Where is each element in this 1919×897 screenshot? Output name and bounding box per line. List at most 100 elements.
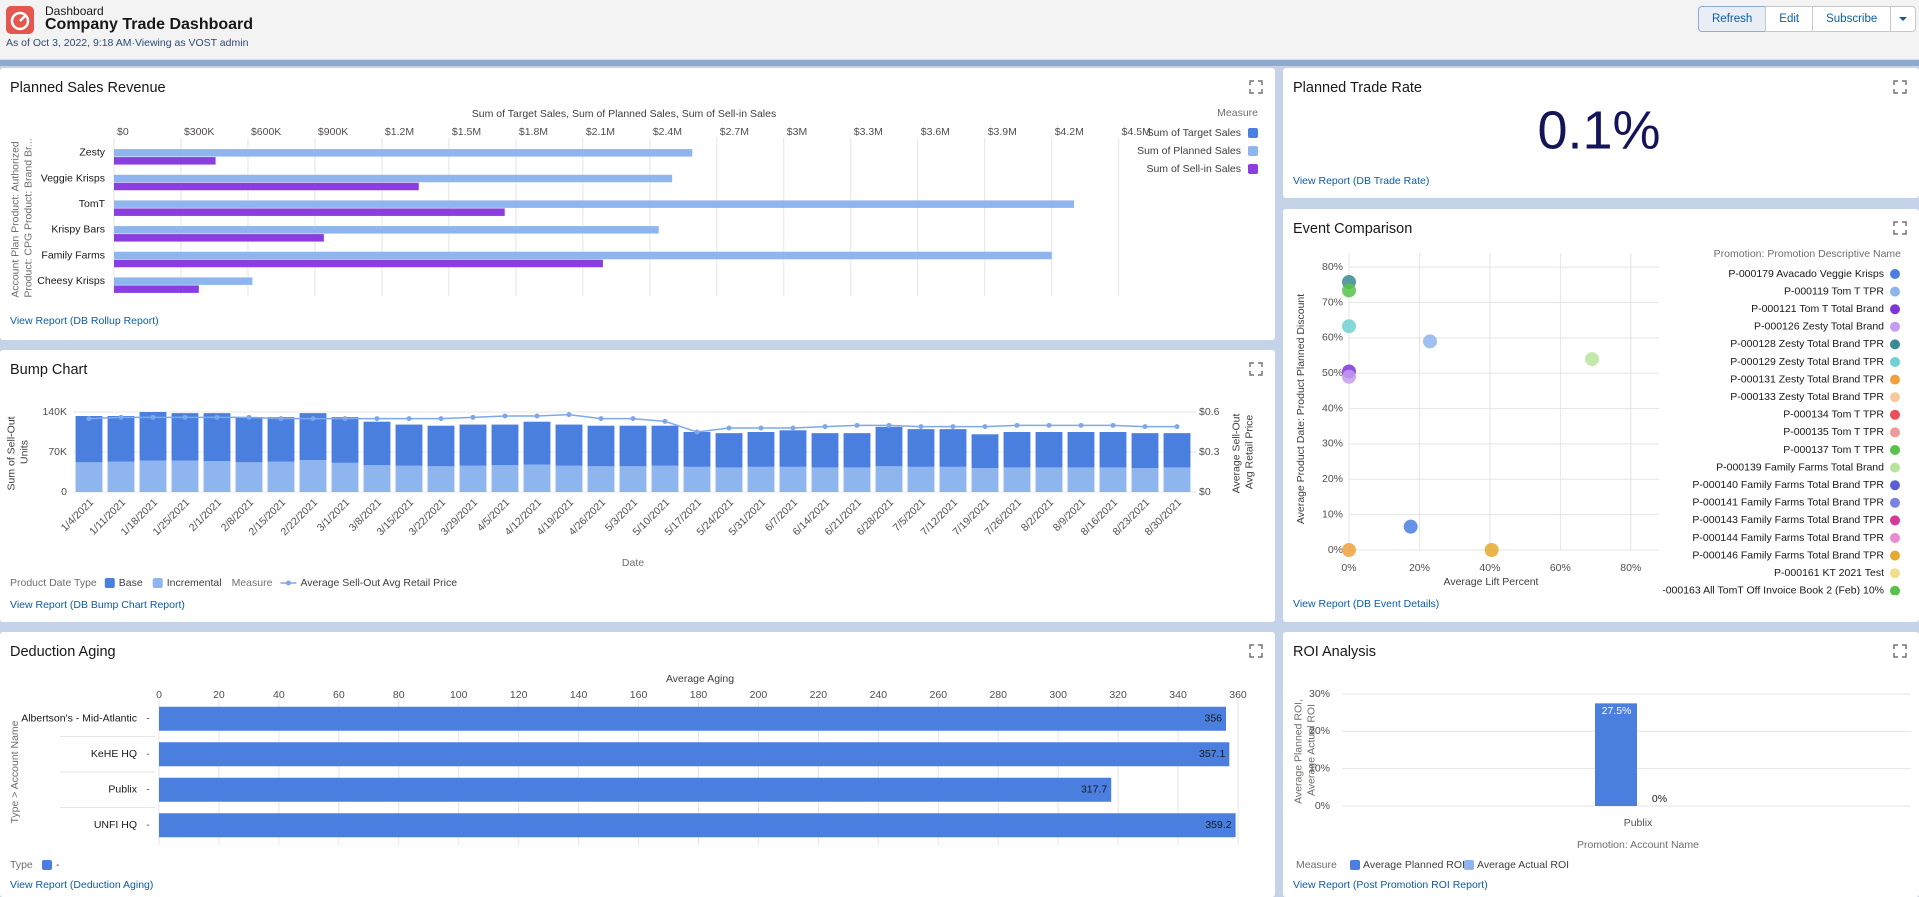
dropdown-icon	[1899, 17, 1908, 21]
expand-icon[interactable]	[1249, 362, 1263, 376]
refresh-button[interactable]: Refresh	[1698, 6, 1767, 32]
edit-button[interactable]: Edit	[1765, 6, 1814, 32]
legend-marker	[1890, 409, 1900, 420]
x-tick-label: 320	[1109, 689, 1127, 701]
y-axis-title: Account Plan Product: Authorized Product…	[9, 138, 34, 297]
x-tick-label: 3/1/2021	[315, 496, 352, 533]
report-link[interactable]: View Report (DB Trade Rate)	[1293, 175, 1430, 187]
legend-swatch	[104, 578, 115, 588]
line-point	[246, 414, 252, 420]
bar-segment	[267, 417, 295, 462]
legend-label: Base	[119, 577, 143, 589]
line-point	[1078, 422, 1084, 428]
bar	[1595, 703, 1637, 806]
legend-label: P-000139 Family Farms Total Brand	[1716, 461, 1884, 473]
report-link[interactable]: View Report (DB Rollup Report)	[10, 315, 159, 327]
y-tick-label: 30%	[1322, 438, 1343, 450]
legend-swatch	[42, 860, 52, 870]
bar-segment	[555, 465, 583, 492]
legend-label: P-000119 Tom T TPR	[1784, 285, 1884, 297]
report-link[interactable]: View Report (Deduction Aging)	[10, 879, 154, 891]
y-tick-label: UNFI HQ	[94, 819, 137, 831]
x-tick-label: $1.8M	[519, 126, 548, 138]
line-point	[566, 412, 572, 418]
x-tick-label: 180	[690, 689, 708, 701]
widget-title: Deduction Aging	[10, 644, 116, 660]
bar-segment	[1067, 467, 1095, 492]
expand-icon[interactable]	[1893, 221, 1907, 235]
y-tick-label: 80%	[1322, 261, 1343, 273]
bar-segment	[395, 465, 423, 492]
bar-segment	[203, 413, 231, 462]
bar	[114, 200, 1075, 208]
y-tick-label: TomT	[79, 198, 106, 210]
bar-segment	[651, 425, 679, 466]
chart: Sum of Sell-Out Units Average Sell-Out Av…	[5, 406, 1255, 589]
legend-marker	[1890, 286, 1900, 297]
bar-segment	[331, 462, 359, 492]
x-tick-label: 60%	[1550, 562, 1571, 574]
bar-segment	[267, 461, 295, 492]
legend-marker	[1890, 304, 1900, 315]
line-point	[150, 414, 156, 420]
bar-segment	[1163, 433, 1191, 468]
group-label: -	[146, 748, 150, 760]
legend-label: P-000129 Zesty Total Brand TPR	[1730, 356, 1884, 368]
bar-segment	[171, 460, 199, 492]
line-point	[694, 429, 700, 435]
x-tick-label: $300K	[184, 126, 214, 138]
dashboard-title: Company Trade Dashboard	[45, 16, 254, 33]
y-tick-label: 40%	[1322, 402, 1343, 414]
expand-icon[interactable]	[1893, 80, 1907, 94]
line-point	[310, 416, 316, 422]
bar-segment	[523, 421, 551, 465]
line-point	[1014, 422, 1020, 428]
widget-title: ROI Analysis	[1293, 644, 1376, 660]
bar-segment	[747, 432, 775, 467]
expand-icon[interactable]	[1249, 80, 1263, 94]
expand-icon[interactable]	[1893, 644, 1907, 658]
y2-tick-label: $0.6	[1199, 406, 1220, 418]
scatter-point	[1403, 519, 1418, 534]
line-point	[534, 413, 540, 419]
legend-marker	[1890, 515, 1900, 526]
legend-label: P-000137 Tom T TPR	[1783, 444, 1884, 456]
legend-label: Sum of Target Sales	[1147, 127, 1241, 139]
bar-segment	[459, 424, 487, 466]
x-tick-label: $4.2M	[1055, 126, 1084, 138]
more-button[interactable]	[1890, 6, 1917, 32]
y-tick-label: 140K	[42, 406, 67, 418]
chart: Average Aging Type > Account Name 0 20 40 60 8…	[9, 673, 1247, 871]
bar-segment	[75, 416, 103, 463]
expand-icon[interactable]	[1249, 644, 1263, 658]
legend-swatch	[1248, 164, 1258, 174]
bar-segment	[235, 462, 263, 492]
legend-label: P-000121 Tom T Total Brand	[1751, 303, 1884, 315]
x-tick-label: $1.5M	[452, 126, 481, 138]
scatter-point	[1423, 334, 1438, 349]
widget-title: Bump Chart	[10, 362, 88, 378]
report-link[interactable]: View Report (Post Promotion ROI Report)	[1293, 879, 1488, 891]
y2-axis-title: Average Sell-Out Avg Retail Price	[1230, 411, 1255, 494]
widget: Average Aging Type > Account Name 0 20 40 60 8…	[0, 632, 1275, 897]
y-tick-label: 30%	[1309, 688, 1330, 700]
legend-swatch	[152, 578, 163, 588]
x-tick-label: $900K	[318, 126, 348, 138]
legend-title: Measure	[1217, 107, 1258, 119]
line-point	[630, 416, 636, 422]
y-tick-label: 20%	[1322, 473, 1343, 485]
report-link[interactable]: View Report (DB Event Details)	[1293, 598, 1440, 610]
group-label: -	[146, 819, 150, 831]
value-label: 356	[1204, 713, 1222, 725]
y-tick-label: 0%	[1328, 544, 1343, 556]
line-point	[438, 416, 444, 422]
x-tick-label: $3M	[787, 126, 807, 138]
legend-title: Product Date Type	[10, 577, 97, 589]
subscribe-button[interactable]: Subscribe	[1812, 6, 1892, 32]
line-point	[374, 416, 380, 422]
legend-marker	[1890, 392, 1900, 403]
bar-segment	[427, 466, 455, 492]
report-link[interactable]: View Report (DB Bump Chart Report)	[10, 599, 185, 611]
legend-marker	[1890, 445, 1900, 455]
bar-segment	[1035, 467, 1063, 492]
